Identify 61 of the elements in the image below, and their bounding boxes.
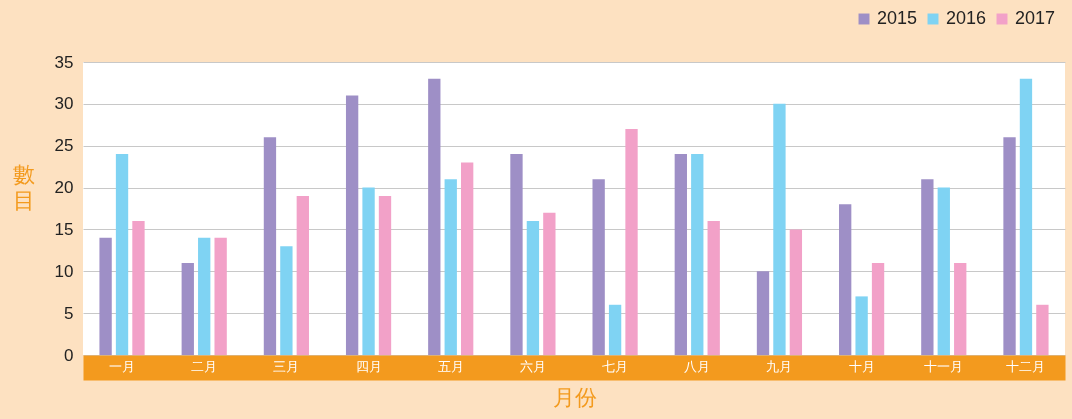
- bar: [214, 237, 227, 355]
- x-tick-label: 十二月: [1006, 359, 1046, 374]
- x-tick-label: 十一月: [924, 359, 964, 374]
- bar: [871, 262, 885, 355]
- bar: [1036, 304, 1049, 355]
- bar: [115, 154, 129, 355]
- x-axis-title: 月份: [552, 385, 597, 410]
- x-tick-label: 八月: [684, 359, 711, 374]
- bar: [789, 229, 803, 355]
- bar: [592, 179, 605, 355]
- bar: [855, 296, 868, 355]
- bar: [674, 154, 687, 355]
- bar: [691, 154, 704, 355]
- bar: [1019, 78, 1033, 355]
- bar: [773, 103, 786, 355]
- bar: [444, 179, 457, 355]
- bar: [198, 237, 211, 355]
- x-tick-label: 九月: [766, 359, 793, 374]
- bar: [99, 237, 112, 355]
- bar: [756, 271, 770, 355]
- bar: [625, 128, 638, 355]
- y-tick-label: 20: [54, 178, 74, 198]
- bar: [378, 195, 392, 355]
- bar: [921, 179, 934, 355]
- y-tick-label: 35: [54, 52, 74, 72]
- bar: [937, 187, 950, 355]
- y-tick-label: 15: [54, 219, 74, 239]
- bar: [362, 187, 375, 355]
- bar: [181, 262, 194, 355]
- x-tick-label: 六月: [519, 359, 546, 374]
- x-tick-label: 七月: [602, 359, 629, 374]
- bar: [526, 221, 540, 355]
- legend-label: 2015: [877, 8, 918, 28]
- y-tick-label: 10: [54, 261, 74, 281]
- y-tick-label: 25: [54, 136, 74, 156]
- bar: [608, 304, 622, 355]
- y-tick-label: 0: [64, 345, 74, 365]
- bar: [296, 195, 309, 355]
- y-tick-label: 5: [64, 303, 74, 323]
- bar: [345, 95, 359, 355]
- legend-label: 2017: [1015, 8, 1056, 28]
- bar: [428, 78, 441, 355]
- bar: [543, 212, 556, 355]
- x-tick-label: 二月: [191, 359, 218, 374]
- bar: [1003, 137, 1016, 355]
- x-tick-label: 十月: [848, 359, 875, 374]
- x-tick-label: 一月: [109, 359, 136, 374]
- legend-label: 2016: [946, 8, 987, 28]
- bar: [839, 204, 852, 355]
- bar: [461, 162, 474, 355]
- y-tick-label: 30: [54, 94, 74, 114]
- bar: [510, 154, 523, 355]
- bar: [954, 262, 967, 355]
- y-axis-title: 數目: [12, 162, 35, 213]
- bar: [280, 246, 293, 355]
- x-tick-label: 五月: [437, 359, 464, 374]
- x-tick-label: 三月: [273, 359, 300, 374]
- x-tick-label: 四月: [355, 359, 382, 374]
- bar: [132, 221, 145, 355]
- bar: [263, 137, 277, 355]
- bar: [707, 221, 720, 355]
